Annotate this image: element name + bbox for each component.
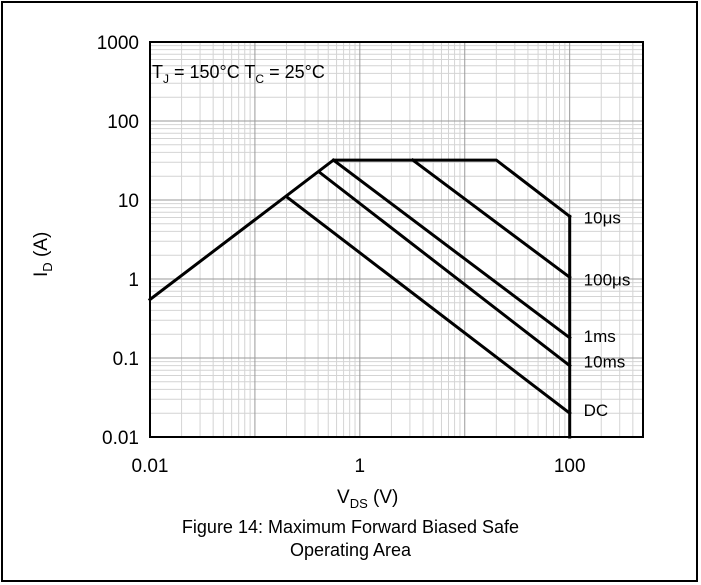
y-tick-label: 1000 (97, 33, 139, 54)
y-tick-label: 100 (107, 112, 139, 133)
annotation-tj-rest: = 150°C T (169, 62, 255, 82)
x-tick-label: 0.01 (132, 456, 169, 477)
annotation-tc-rest: = 25°C (264, 62, 325, 82)
figure-caption-line1: Figure 14: Maximum Forward Biased Safe (181, 517, 520, 537)
curve-label: 1ms (584, 327, 616, 346)
curve-label: DC (584, 401, 609, 420)
x-axis-title: VDS (V) (337, 487, 398, 511)
x-axis-title-main: V (337, 487, 350, 508)
x-tick-labels: 0.01 1 100 (132, 456, 586, 477)
annotation-tj-sub: J (163, 72, 169, 86)
annotation-tc-sub: C (255, 72, 264, 86)
series-layer (147, 157, 572, 439)
y-axis-title-rest: (A) (31, 232, 52, 263)
y-axis-title-main: I (31, 272, 52, 277)
curve-label: 10μs (584, 208, 621, 227)
y-tick-label: 0.01 (102, 428, 139, 449)
y-tick-label: 10 (118, 191, 139, 212)
curve-label: 10ms (584, 353, 626, 372)
y-axis-title: ID (A) (31, 232, 55, 277)
x-axis-title-sub: DS (350, 496, 368, 511)
series-line-DC (284, 194, 572, 416)
x-axis-title-rest: (V) (368, 487, 399, 508)
x-tick-label: 100 (554, 456, 586, 477)
series-line-1ms (331, 157, 572, 340)
x-tick-label: 1 (355, 456, 366, 477)
plot-border (149, 41, 644, 438)
figure-caption-line2: Operating Area (289, 540, 412, 560)
series-line-100μs (410, 158, 572, 280)
series-line-10ms (318, 170, 572, 368)
y-tick-label: 1 (128, 270, 139, 291)
y-tick-labels: 1000 100 10 1 0.1 0.01 (97, 33, 139, 449)
y-axis-title-sub: D (40, 262, 55, 271)
minor-grid (150, 42, 643, 437)
temperature-annotation: TJ = 150°C TC = 25°C (152, 62, 325, 86)
y-tick-label: 0.1 (113, 349, 139, 370)
annotation-t: T (152, 62, 163, 82)
curve-label: 100μs (584, 270, 631, 289)
curve-labels: 10μs 100μs 1ms 10ms DC (584, 208, 631, 420)
